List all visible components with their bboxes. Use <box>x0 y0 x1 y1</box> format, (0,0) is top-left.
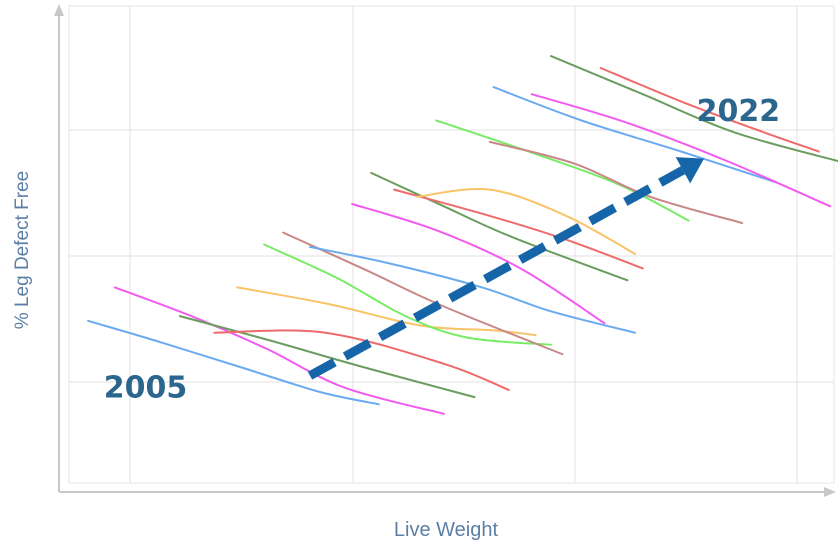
year-label-end: 2022 <box>697 94 781 129</box>
y-axis-label: % Leg Defect Free <box>12 171 33 329</box>
y-axis-arrowhead <box>54 4 64 16</box>
x-axis-arrowhead <box>824 487 836 497</box>
year-label-start: 2005 <box>104 371 188 406</box>
plot-area <box>69 6 834 483</box>
x-axis-label: Live Weight <box>394 519 499 541</box>
